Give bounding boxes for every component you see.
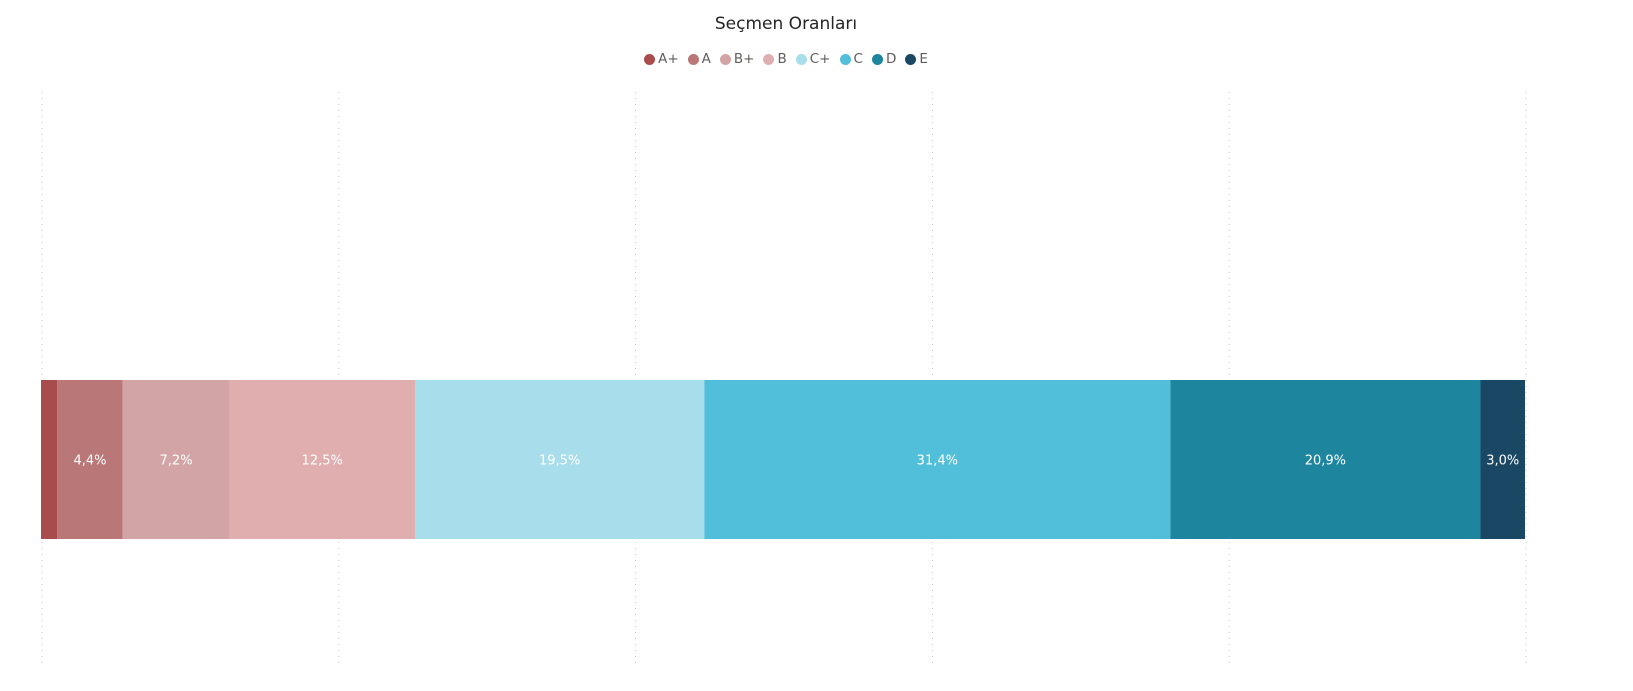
- data-label: 31,4%: [917, 454, 958, 469]
- legend-label: A: [701, 51, 711, 67]
- bar-segment-a[interactable]: [57, 380, 123, 539]
- data-label: 4,4%: [73, 454, 106, 469]
- legend-label: C: [853, 51, 863, 67]
- legend-label: D: [885, 51, 897, 67]
- legend-label: E: [919, 51, 928, 67]
- data-label: 12,5%: [302, 454, 343, 469]
- legend-marker: [687, 53, 699, 65]
- legend-marker: [905, 53, 917, 65]
- bar-segment-c-plus[interactable]: [414, 380, 705, 539]
- legend: A+ A B+ B C+ C D E: [0, 51, 1572, 67]
- legend-label: C+: [809, 51, 831, 67]
- legend-item-a-plus[interactable]: A+: [644, 51, 679, 67]
- legend-marker: [763, 53, 775, 65]
- legend-item-e[interactable]: E: [905, 51, 928, 67]
- bar-segment-a-plus[interactable]: [41, 380, 58, 539]
- legend-marker: [795, 53, 807, 65]
- legend-item-a[interactable]: A: [687, 51, 711, 67]
- data-label: 19,5%: [539, 454, 580, 469]
- legend-item-d[interactable]: D: [871, 51, 897, 67]
- legend-marker: [871, 53, 883, 65]
- data-label: 3,0%: [1486, 454, 1519, 469]
- legend-label: A+: [658, 51, 679, 67]
- legend-item-c[interactable]: C: [839, 51, 863, 67]
- legend-marker: [644, 53, 656, 65]
- legend-marker: [839, 53, 851, 65]
- bar-segment-d[interactable]: [1170, 380, 1481, 539]
- bar-segment-b-plus[interactable]: [122, 380, 230, 539]
- bar-segment-b[interactable]: [229, 380, 415, 539]
- data-label: 20,9%: [1305, 454, 1346, 469]
- bar-segment-c[interactable]: [704, 380, 1171, 539]
- legend-label: B+: [733, 51, 755, 67]
- legend-marker: [719, 53, 731, 65]
- legend-item-c-plus[interactable]: C+: [795, 51, 831, 67]
- chart-title: Seçmen Oranları: [714, 14, 858, 34]
- legend-label: B: [777, 51, 787, 67]
- data-label: 7,2%: [160, 454, 193, 469]
- legend-item-b[interactable]: B: [763, 51, 787, 67]
- legend-item-b-plus[interactable]: B+: [719, 51, 755, 67]
- bar-segment-e[interactable]: [1480, 380, 1525, 539]
